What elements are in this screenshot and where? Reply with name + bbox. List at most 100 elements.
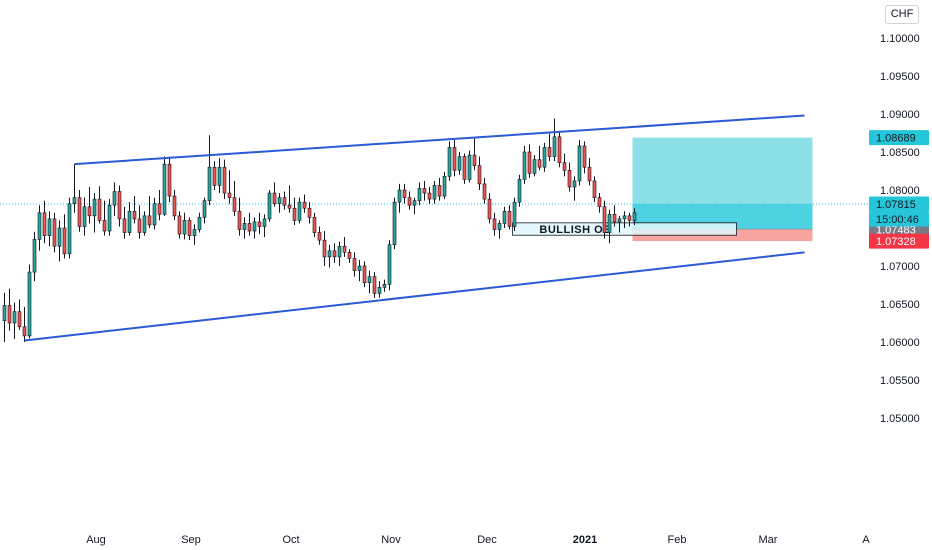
candle (557, 132, 562, 168)
bear-candle-body (167, 163, 172, 197)
bull-candle-body (502, 210, 507, 224)
bear-candle-body (247, 223, 252, 232)
bear-candle-body (587, 166, 592, 182)
candle (537, 145, 542, 171)
candle (587, 158, 592, 186)
bull-candle-body (37, 212, 42, 240)
bear-candle-body (487, 198, 492, 220)
bull-candle-body (607, 214, 612, 233)
bull-candle-body (542, 147, 547, 168)
candle (257, 212, 262, 235)
candle (337, 241, 342, 266)
bear-candle-body (437, 185, 442, 197)
bear-candle-body (527, 151, 532, 174)
bear-candle-body (322, 239, 327, 258)
candle (317, 226, 322, 245)
bull-candle-body (47, 218, 52, 236)
candle (297, 197, 302, 224)
bull-candle-body (517, 179, 522, 203)
time-tick-label: Aug (86, 534, 106, 546)
bear-candle-body (492, 218, 497, 230)
bull-candle-body (182, 220, 187, 235)
price-tick-label: 1.08500 (880, 147, 920, 159)
candle (327, 244, 332, 268)
bull-candle-body (67, 203, 72, 255)
bull-candle-body (92, 198, 97, 217)
bear-candle-body (427, 192, 432, 200)
candle (567, 162, 572, 192)
bull-candle-body (387, 244, 392, 285)
candle (307, 202, 312, 224)
bear-candle-body (232, 197, 237, 212)
bear-candle-body (42, 212, 47, 236)
bear-candle-body (237, 210, 242, 230)
candles-layer (2, 118, 637, 342)
bull-candle-body (512, 201, 517, 227)
countdown-bg (869, 211, 929, 227)
bear-candle-body (17, 311, 22, 328)
candle (152, 197, 157, 230)
price-tick-label: 1.09500 (880, 71, 920, 83)
candle (92, 193, 97, 233)
candle (602, 200, 607, 239)
bear-candle-body (342, 245, 347, 253)
countdown-text: 15:00:46 (876, 214, 919, 226)
price-tag-text: 1.08689 (876, 133, 916, 145)
candle (7, 288, 12, 331)
bear-candle-body (87, 206, 92, 217)
candle (132, 196, 137, 224)
bear-candle-body (472, 154, 477, 166)
price-tick-label: 1.06500 (880, 299, 920, 311)
bear-candle-body (117, 191, 122, 220)
bull-candle-body (357, 265, 362, 271)
candle (407, 191, 412, 210)
candle (502, 206, 507, 228)
bull-candle-body (497, 223, 502, 230)
bear-candle-body (7, 305, 12, 324)
bull-candle-body (192, 229, 197, 236)
candle (142, 211, 147, 236)
bear-candle-body (602, 206, 607, 233)
candle (342, 237, 347, 257)
bear-candle-body (227, 192, 232, 198)
price-tick-label: 1.05000 (880, 413, 920, 425)
candle (427, 186, 432, 204)
bear-candle-body (362, 265, 367, 284)
candle (632, 208, 637, 225)
candle (112, 182, 117, 216)
candle (392, 197, 397, 250)
bull-candle-body (2, 305, 7, 322)
bull-candle-body (162, 163, 167, 215)
candle (512, 197, 517, 232)
candle (447, 141, 452, 181)
candle (157, 190, 162, 221)
bear-candle-body (177, 215, 182, 235)
candle (312, 212, 317, 238)
candle (552, 118, 557, 162)
bear-candle-body (147, 215, 152, 226)
bear-candle-body (317, 232, 322, 241)
price-tick-label: 1.05500 (880, 375, 920, 387)
candle (207, 135, 212, 206)
bear-candle-body (302, 201, 307, 209)
candle (517, 174, 522, 207)
bull-candle-body (107, 204, 112, 232)
candle (162, 156, 167, 216)
candle (77, 190, 82, 232)
candle (572, 176, 577, 201)
candle (592, 176, 597, 203)
bear-candle-body (222, 166, 227, 194)
price-tag: 1.08689 (869, 130, 929, 146)
bull-candle-body (367, 276, 372, 284)
bull-candle-body (552, 136, 557, 157)
currency-badge[interactable]: CHF (885, 5, 919, 24)
price-tick-label: 1.07000 (880, 261, 920, 273)
bear-candle-body (407, 197, 412, 206)
bull-candle-body (32, 239, 37, 273)
price-tag-bg (869, 130, 929, 146)
candle (217, 158, 222, 194)
bear-candle-body (77, 197, 82, 227)
bull-candle-body (447, 147, 452, 177)
